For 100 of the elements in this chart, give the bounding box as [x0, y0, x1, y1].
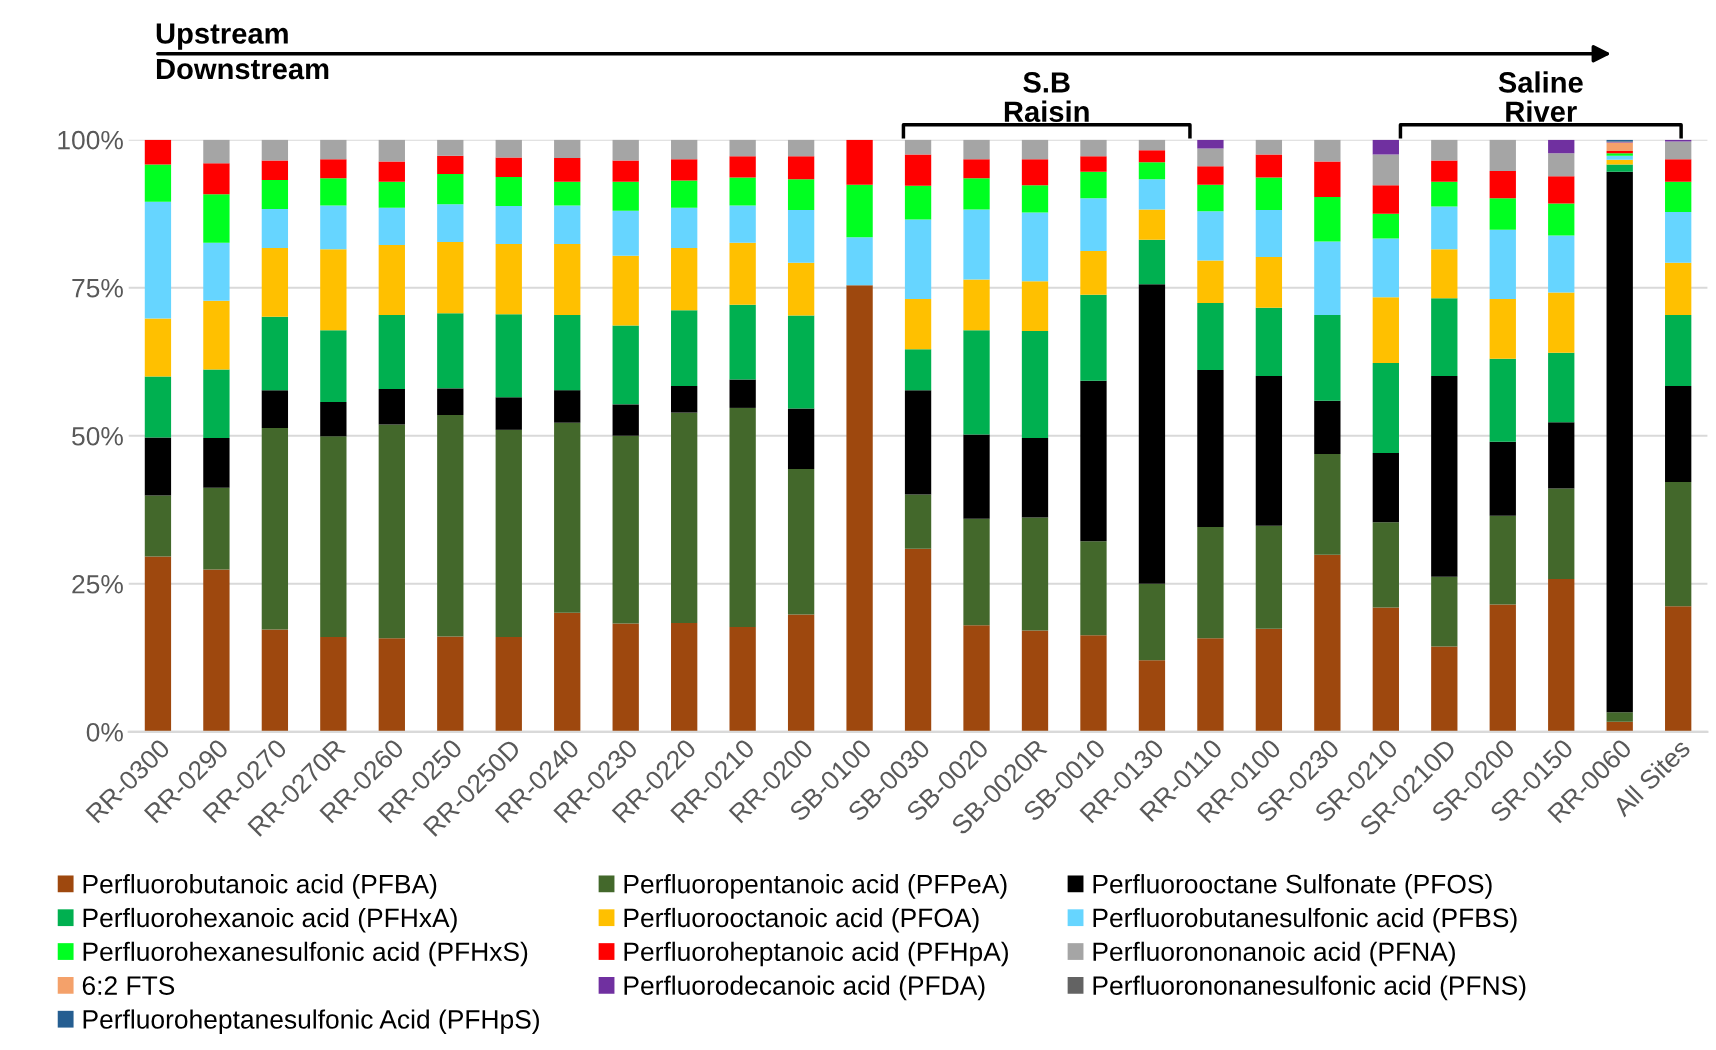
legend-label: Perfluorononanoic acid (PFNA) — [1093, 941, 1455, 967]
bar — [1489, 229, 1516, 299]
bar — [378, 638, 405, 732]
bar — [261, 629, 289, 732]
bar — [671, 207, 698, 249]
bar — [1021, 330, 1049, 439]
bar — [1021, 517, 1049, 631]
legend-label: Perfluorooctane Sulfonate (PFOS) — [1093, 874, 1492, 899]
bar — [963, 434, 990, 519]
legend-label: Perfluoroheptanoic acid (PFHpA) — [624, 941, 1008, 967]
bar — [437, 415, 464, 637]
bar — [261, 139, 289, 161]
bar — [1138, 139, 1166, 151]
bar — [1021, 281, 1049, 331]
bar — [671, 310, 698, 387]
bar — [1548, 352, 1575, 423]
bar — [729, 304, 756, 380]
bar — [1021, 630, 1049, 732]
y-tick-label: 100% — [58, 130, 123, 150]
bar — [378, 388, 405, 425]
bar — [1606, 155, 1633, 160]
bar — [495, 176, 522, 206]
bar — [787, 614, 815, 732]
bar — [320, 249, 347, 331]
bar — [437, 204, 464, 243]
bar — [1314, 554, 1341, 732]
bar — [1080, 156, 1107, 172]
bar — [320, 401, 347, 437]
bar — [1197, 303, 1224, 371]
bar — [261, 160, 289, 180]
bar — [1489, 171, 1516, 199]
bar — [1372, 213, 1399, 239]
bar — [1665, 141, 1692, 160]
bar — [904, 390, 932, 495]
bar — [1255, 628, 1283, 732]
bar — [554, 181, 581, 206]
bar — [1548, 292, 1575, 353]
bar — [378, 314, 405, 389]
bar — [378, 245, 405, 315]
bar — [261, 248, 289, 317]
bar — [612, 181, 639, 211]
bar — [437, 242, 464, 314]
bar — [1431, 298, 1458, 376]
bar — [671, 386, 698, 413]
bar — [144, 437, 172, 496]
bar — [1138, 162, 1166, 180]
bar — [437, 155, 464, 174]
bar — [554, 139, 581, 159]
text: Saline River — [1498, 71, 1583, 123]
legend-label: 6:2 FTS — [82, 976, 175, 995]
bar — [378, 161, 405, 182]
bar — [612, 404, 639, 436]
bar — [261, 316, 289, 391]
bar — [787, 262, 815, 316]
bar — [1138, 179, 1166, 210]
bar — [1080, 380, 1107, 542]
bar — [846, 184, 873, 238]
bar — [1489, 358, 1516, 442]
bar — [1080, 635, 1107, 732]
bar — [1255, 177, 1283, 211]
bar — [437, 139, 464, 156]
bar — [1138, 284, 1166, 584]
bar — [378, 207, 405, 246]
bar — [612, 623, 639, 732]
y-tick-label: 25% — [72, 574, 123, 594]
bar — [1372, 362, 1399, 453]
bar — [729, 139, 756, 157]
bar — [787, 468, 815, 615]
bar — [1138, 583, 1166, 661]
bar — [320, 330, 347, 402]
bar — [1431, 160, 1458, 182]
text: Downstream — [156, 59, 329, 80]
bar — [963, 279, 990, 331]
bar — [1197, 139, 1224, 149]
bar — [203, 194, 230, 243]
text: Upstream — [156, 23, 288, 50]
bar — [671, 412, 698, 623]
bar — [1197, 166, 1224, 185]
bar — [1372, 522, 1399, 608]
bar — [612, 139, 639, 161]
bar — [787, 179, 815, 211]
bar — [554, 205, 581, 244]
bar — [320, 436, 347, 638]
bar — [1665, 386, 1692, 482]
bar — [729, 177, 756, 206]
bar — [203, 569, 230, 732]
bar — [1372, 238, 1399, 298]
bar — [1372, 452, 1399, 523]
bar — [1548, 422, 1575, 489]
bar — [1372, 154, 1399, 186]
bar — [904, 298, 932, 350]
bar — [1606, 164, 1633, 172]
bar — [1314, 314, 1341, 401]
bar — [1138, 209, 1166, 240]
bar — [1548, 488, 1575, 580]
bar — [1431, 375, 1458, 577]
bar — [1606, 159, 1633, 165]
legend-label: Perfluorobutanoic acid (PFBA) — [83, 874, 437, 899]
bar — [846, 237, 873, 286]
bar — [671, 180, 698, 208]
